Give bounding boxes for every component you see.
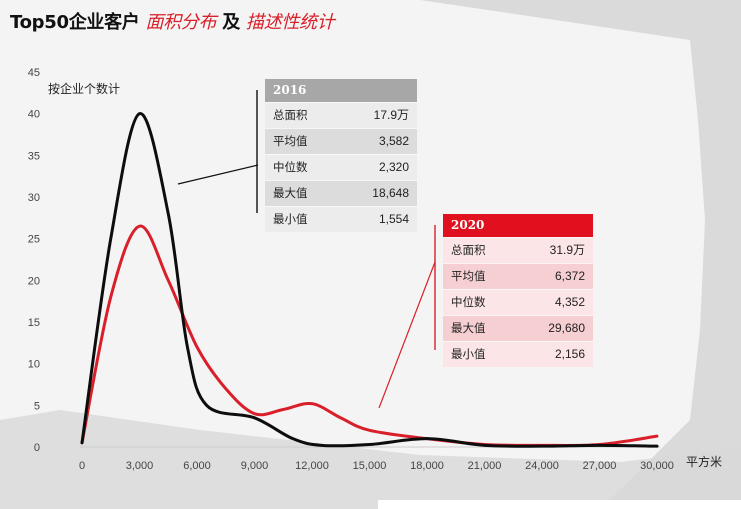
title-accent-stats: 描述性统计 xyxy=(245,12,335,33)
stat-value: 6,372 xyxy=(554,269,585,283)
stat-label: 平均值 xyxy=(451,269,486,283)
title-accent-area: 面积分布 xyxy=(145,12,217,33)
callout-line-2020 xyxy=(378,261,436,409)
stat-value: 2,156 xyxy=(554,347,585,361)
stats-row: 总面积 17.9万 xyxy=(265,102,417,128)
x-tick-label: 6,000 xyxy=(183,460,211,472)
stat-label: 总面积 xyxy=(273,108,308,122)
x-tick-label: 21,000 xyxy=(468,460,502,472)
y-tick-label: 10 xyxy=(28,359,40,371)
x-tick-label: 0 xyxy=(79,460,85,472)
callout-line-2016 xyxy=(177,164,259,185)
x-tick-label: 9,000 xyxy=(241,460,269,472)
x-tick-label: 18,000 xyxy=(410,460,444,472)
y-tick-label: 20 xyxy=(28,275,40,287)
stats-row: 中位数 4,352 xyxy=(443,289,593,315)
stat-value: 4,352 xyxy=(554,295,585,309)
x-tick-label: 27,000 xyxy=(583,460,617,472)
stat-value: 31.9万 xyxy=(549,243,585,257)
y-tick-label: 40 xyxy=(28,109,40,121)
stat-label: 平均值 xyxy=(273,134,308,148)
stats-row: 中位数 2,320 xyxy=(265,154,417,180)
stat-label: 最小值 xyxy=(451,347,486,361)
stats-row: 最大值 29,680 xyxy=(443,315,593,341)
stat-label: 中位数 xyxy=(451,295,486,309)
series-line-2016 xyxy=(80,112,659,448)
x-tick-label: 3,000 xyxy=(126,460,154,472)
stats-header-2020: 2020 xyxy=(443,214,593,237)
stat-label: 最大值 xyxy=(451,321,486,335)
stats-row: 总面积 31.9万 xyxy=(443,237,593,263)
stat-label: 最大值 xyxy=(273,186,308,200)
x-tick-label: 24,000 xyxy=(525,460,559,472)
x-tick-label: 12,000 xyxy=(295,460,329,472)
stats-row: 最小值 1,554 xyxy=(265,206,417,232)
stat-value: 3,582 xyxy=(378,134,409,148)
stat-value: 29,680 xyxy=(548,321,585,335)
stat-value: 2,320 xyxy=(378,160,409,174)
stats-table-2020: 2020 总面积 31.9万 平均值 6,372 中位数 4,352 最大值 29,68… xyxy=(443,214,593,367)
stats-row: 平均值 3,582 xyxy=(265,128,417,154)
y-tick-label: 30 xyxy=(28,192,40,204)
stat-label: 总面积 xyxy=(451,243,486,257)
stats-row: 平均值 6,372 xyxy=(443,263,593,289)
y-tick-label: 5 xyxy=(34,400,40,412)
page-title: Top50企业客户 面积分布 及 描述性统计 xyxy=(10,8,335,34)
stats-row: 最大值 18,648 xyxy=(265,180,417,206)
stat-value: 18,648 xyxy=(372,186,409,200)
y-axis-ticks: 0 5 10 15 20 25 30 35 40 45 xyxy=(28,67,40,454)
stat-label: 最小值 xyxy=(273,212,308,226)
x-axis-title: 平方米 xyxy=(686,455,723,469)
x-tick-label: 15,000 xyxy=(353,460,387,472)
stat-label: 中位数 xyxy=(273,160,308,174)
x-axis-ticks: 0 3,000 6,000 9,000 12,000 15,000 18,000 21,000… xyxy=(79,460,674,472)
y-axis-title: 按企业个数计 xyxy=(48,82,121,96)
title-connector: 及 xyxy=(222,12,240,33)
y-tick-label: 15 xyxy=(28,317,40,329)
y-tick-label: 25 xyxy=(28,234,40,246)
y-tick-label: 0 xyxy=(34,442,40,454)
stat-value: 17.9万 xyxy=(373,108,409,122)
stat-value: 1,554 xyxy=(378,212,409,226)
stats-header-2016: 2016 xyxy=(265,79,417,102)
y-tick-label: 35 xyxy=(28,150,40,162)
title-main: Top50企业客户 xyxy=(10,12,140,33)
series-group xyxy=(80,112,659,448)
y-tick-label: 45 xyxy=(28,67,40,79)
stats-table-2016: 2016 总面积 17.9万 平均值 3,582 中位数 2,320 最大值 18,64… xyxy=(265,79,417,232)
x-tick-label: 30,000 xyxy=(640,460,674,472)
stats-row: 最小值 2,156 xyxy=(443,341,593,367)
